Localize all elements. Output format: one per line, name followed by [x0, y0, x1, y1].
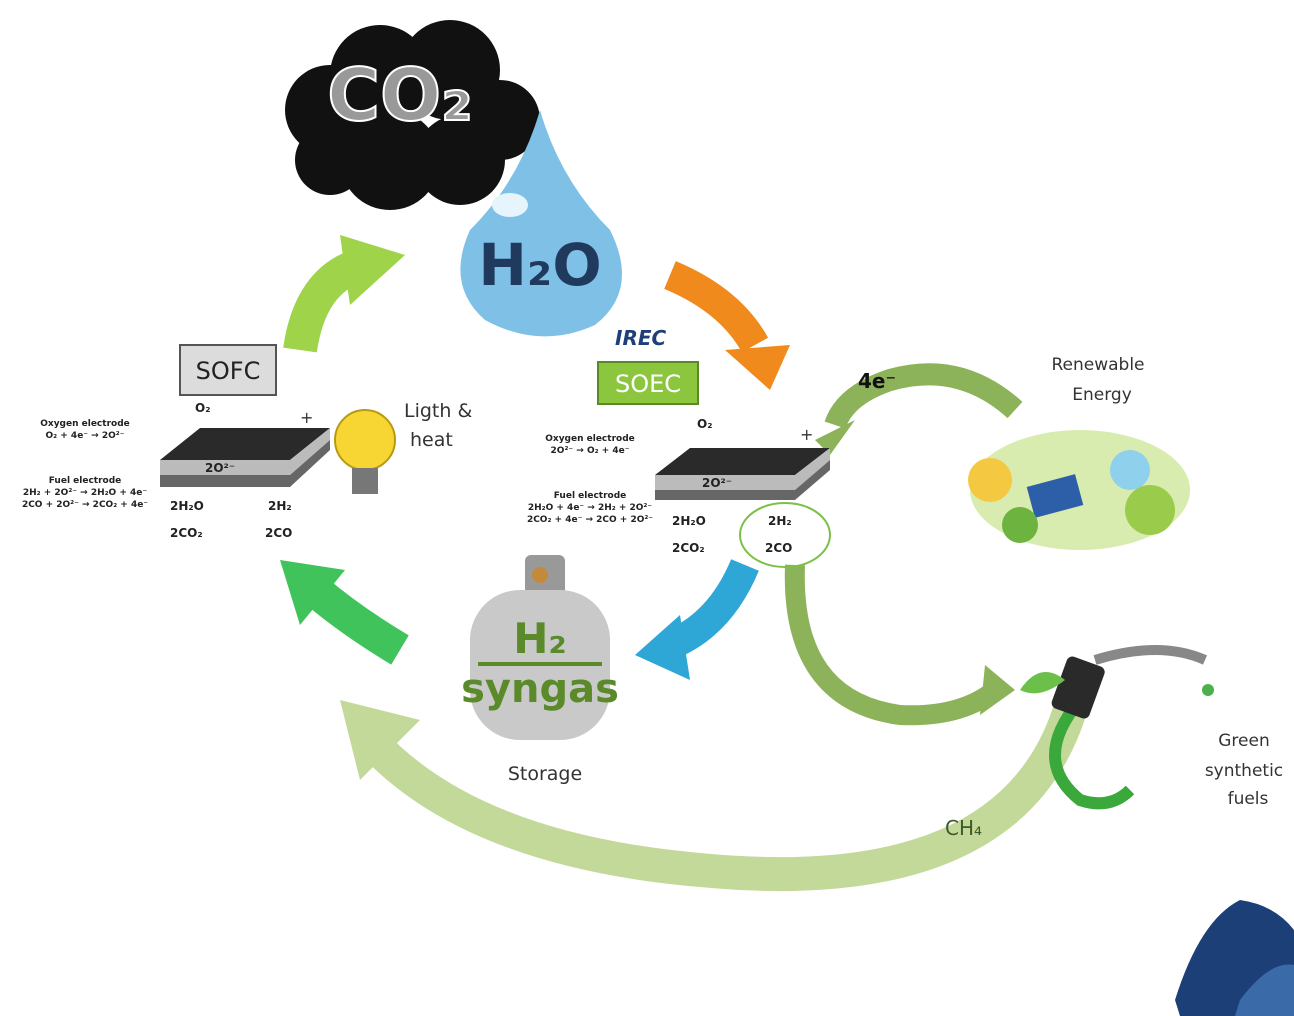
- text: O₂ + 4e⁻ → 2O²⁻: [46, 431, 125, 441]
- sofc-label: SOFC: [196, 357, 261, 385]
- text: Ligth &: [404, 400, 472, 422]
- text: 2CO + 2O²⁻ → 2CO₂ + 4e⁻: [22, 500, 148, 510]
- text: H₂: [513, 614, 567, 663]
- text: Fuel electrode: [554, 491, 627, 501]
- text: 2H₂O: [170, 499, 204, 513]
- text: Oxygen electrode: [545, 434, 635, 444]
- text: 2H₂O + 4e⁻ → 2H₂ + 2O²⁻: [528, 503, 653, 513]
- co2-label: CO₂: [327, 53, 473, 137]
- electrons: 4e⁻: [858, 369, 896, 393]
- text: Renewable: [1051, 355, 1144, 375]
- arrow: [315, 590, 400, 650]
- ch4: CH₄: [945, 816, 982, 840]
- tank-valve: [532, 567, 548, 583]
- text: 2CO₂: [170, 526, 203, 540]
- text: O₂: [195, 401, 210, 415]
- highlight: [492, 193, 528, 217]
- text: 2O²⁻: [205, 461, 235, 475]
- bulb: [335, 410, 395, 470]
- text: 2H₂: [268, 499, 292, 513]
- text: 2CO: [765, 541, 792, 555]
- arrow: [670, 275, 755, 345]
- text: fuels: [1228, 789, 1269, 809]
- text: +: [800, 425, 813, 444]
- text: 2O²⁻ → O₂ + 4e⁻: [551, 446, 630, 456]
- text: Energy: [1072, 385, 1132, 405]
- arrow-head: [340, 235, 405, 305]
- irec-logo: IREC: [615, 326, 667, 350]
- text: Fuel electrode: [49, 476, 122, 486]
- text: syngas: [461, 666, 619, 712]
- text: Storage: [508, 763, 582, 785]
- arrow-head: [980, 665, 1015, 715]
- fuel-arc: [795, 565, 995, 715]
- ch4-arc: [370, 710, 1070, 874]
- text: heat: [410, 429, 453, 451]
- text: 2CO₂ + 4e⁻ → 2CO + 2O²⁻: [527, 515, 653, 525]
- text: Green: [1218, 731, 1269, 751]
- bulb-base: [352, 468, 378, 494]
- text: 2CO: [265, 526, 292, 540]
- text: +: [300, 408, 313, 427]
- renewable-icon: [968, 430, 1190, 550]
- text: 2H₂ + 2O²⁻ → 2H₂O + 4e⁻: [23, 488, 148, 498]
- text: O₂: [697, 417, 712, 431]
- text: 2O²⁻: [702, 476, 732, 490]
- text: 2CO₂: [672, 541, 705, 555]
- text: 2H₂: [768, 514, 792, 528]
- text: Oxygen electrode: [40, 419, 130, 429]
- diagram: CH₄ CO₂ H₂O 4e⁻ SOFC Oxygen electrode O₂…: [0, 0, 1294, 1016]
- arrow-head: [725, 345, 790, 390]
- h2o-label: H₂O: [478, 231, 601, 299]
- soec-label: SOEC: [615, 370, 681, 398]
- highlight-ring: [740, 503, 830, 567]
- text: 2H₂O: [672, 514, 706, 528]
- text: synthetic: [1205, 761, 1283, 781]
